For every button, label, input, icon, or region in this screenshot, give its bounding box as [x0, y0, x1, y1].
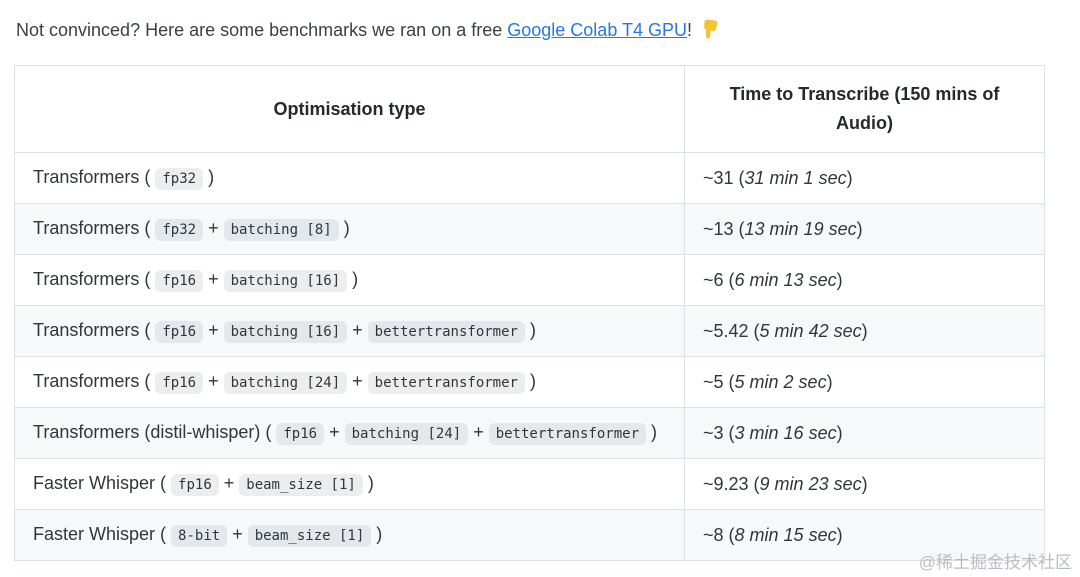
table-header-row: Optimisation type Time to Transcribe (15…	[14, 65, 1045, 153]
code-token: batching [16]	[223, 270, 348, 292]
pointing-down-emoji	[698, 18, 720, 47]
benchmark-table: Optimisation type Time to Transcribe (15…	[14, 65, 1045, 561]
table-row: Transformers ( fp16 + batching [24] + be…	[14, 356, 1045, 408]
code-token: fp32	[155, 219, 204, 241]
code-token: fp16	[171, 474, 219, 496]
optimisation-cell: Faster Whisper ( 8-bit + beam_size [1] )	[14, 509, 685, 561]
table-row: Transformers ( fp32 ) ~31 (31 min 1 sec)	[14, 152, 1045, 204]
code-token: 8-bit	[171, 525, 228, 547]
code-token: fp16	[276, 423, 325, 445]
table-row: Transformers (distil-whisper) ( fp16 + b…	[14, 407, 1045, 459]
table-row: Faster Whisper ( 8-bit + beam_size [1] )…	[14, 509, 1045, 561]
code-token: fp16	[155, 321, 204, 343]
optimisation-cell: Transformers ( fp16 + batching [24] + be…	[14, 356, 685, 408]
time-cell: ~5 (5 min 2 sec)	[684, 356, 1045, 408]
table-row: Transformers ( fp16 + batching [16] ) ~6…	[14, 254, 1045, 306]
table-row: Transformers ( fp32 + batching [8] ) ~13…	[14, 203, 1045, 255]
code-token: bettertransformer	[367, 321, 525, 343]
pointing-down-hand-shape	[704, 19, 718, 39]
intro-text-after: !	[687, 20, 693, 40]
optimisation-cell: Transformers ( fp16 + batching [16] + be…	[14, 305, 685, 357]
time-cell: ~6 (6 min 13 sec)	[684, 254, 1045, 306]
code-token: bettertransformer	[367, 372, 525, 394]
code-token: batching [16]	[223, 321, 348, 343]
code-token: batching [24]	[344, 423, 469, 445]
optimisation-cell: Transformers ( fp32 )	[14, 152, 685, 204]
code-token: bettertransformer	[488, 423, 646, 445]
time-cell: ~5.42 (5 min 42 sec)	[684, 305, 1045, 357]
colab-gpu-link[interactable]: Google Colab T4 GPU	[507, 20, 688, 40]
code-token: fp32	[155, 168, 204, 190]
optimisation-cell: Faster Whisper ( fp16 + beam_size [1] )	[14, 458, 685, 510]
time-cell: ~9.23 (9 min 23 sec)	[684, 458, 1045, 510]
time-cell: ~8 (8 min 15 sec)	[684, 509, 1045, 561]
code-token: beam_size [1]	[247, 525, 372, 547]
intro-paragraph: Not convinced? Here are some benchmarks …	[16, 17, 1066, 47]
column-header-optimisation-type: Optimisation type	[14, 65, 685, 153]
code-token: fp16	[155, 372, 204, 394]
watermark: @稀土掘金技术社区	[918, 553, 1072, 572]
optimisation-cell: Transformers (distil-whisper) ( fp16 + b…	[14, 407, 685, 459]
intro-text-before: Not convinced? Here are some benchmarks …	[16, 20, 508, 40]
code-token: beam_size [1]	[239, 474, 363, 496]
code-token: fp16	[155, 270, 204, 292]
code-token: batching [8]	[223, 219, 339, 241]
table-row: Transformers ( fp16 + batching [16] + be…	[14, 305, 1045, 357]
table-row: Faster Whisper ( fp16 + beam_size [1] ) …	[14, 458, 1045, 510]
optimisation-cell: Transformers ( fp16 + batching [16] )	[14, 254, 685, 306]
time-cell: ~3 (3 min 16 sec)	[684, 407, 1045, 459]
column-header-time-to-transcribe: Time to Transcribe (150 mins of Audio)	[684, 65, 1045, 153]
time-cell: ~13 (13 min 19 sec)	[684, 203, 1045, 255]
time-cell: ~31 (31 min 1 sec)	[684, 152, 1045, 204]
code-token: batching [24]	[223, 372, 348, 394]
optimisation-cell: Transformers ( fp32 + batching [8] )	[14, 203, 685, 255]
